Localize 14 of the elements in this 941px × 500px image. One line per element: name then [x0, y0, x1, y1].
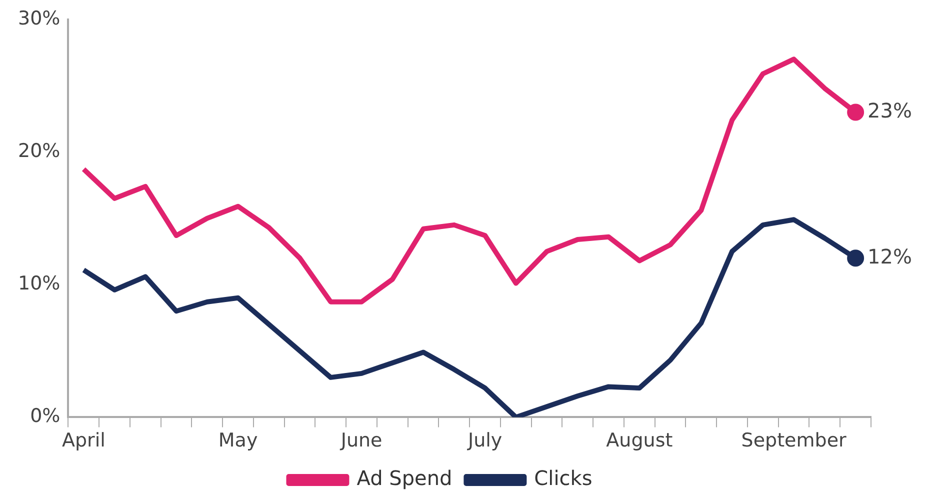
x-tick-label: July [466, 430, 502, 452]
legend-label: Ad Spend [356, 466, 452, 490]
data-label: 12% [868, 244, 912, 268]
x-tick-label: September [741, 430, 847, 452]
x-tick-label: April [62, 430, 106, 452]
x-tick-label: June [340, 430, 382, 452]
y-tick-label: 20% [18, 140, 60, 162]
x-tick-label: May [218, 430, 258, 452]
x-tick-label: August [606, 430, 673, 452]
y-tick-label: 0% [30, 405, 60, 428]
data-label: 23% [868, 98, 912, 122]
y-tick-label: 10% [18, 272, 60, 295]
legend-label: Clicks [534, 466, 592, 490]
y-tick-label: 30% [18, 7, 60, 30]
